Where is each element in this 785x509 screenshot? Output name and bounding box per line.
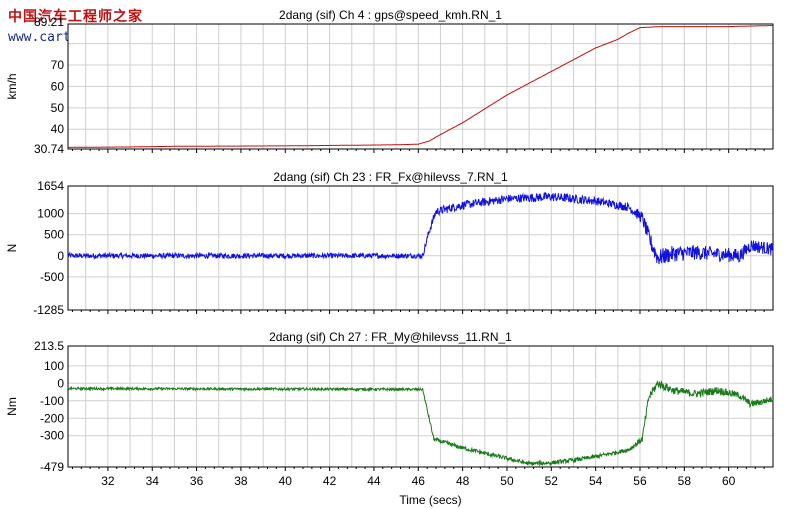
y-tick-label: -100 [40, 394, 64, 408]
y-tick-label: -200 [40, 411, 64, 425]
x-tick-label: 32 [101, 474, 115, 488]
x-tick-label: 46 [412, 474, 426, 488]
x-tick-label: 38 [234, 474, 248, 488]
y-tick-label: -500 [40, 270, 64, 284]
x-tick-label: 58 [678, 474, 692, 488]
y-tick-label: 500 [44, 228, 64, 242]
series-line-2 [67, 191, 774, 265]
y-tick-label: 1654 [37, 179, 64, 193]
chart-title-3: 2dang (sif) Ch 27 : FR_My@hilevss_11.RN_… [269, 330, 512, 344]
series-line-1 [68, 25, 773, 148]
x-tick-label: 52 [545, 474, 559, 488]
y-axis-label-2: N [5, 244, 19, 253]
y-tick-label: 1000 [37, 207, 64, 221]
x-tick-label: 40 [279, 474, 293, 488]
x-tick-label: 34 [146, 474, 160, 488]
plot-area-3 [68, 346, 773, 467]
chart-title-1: 2dang (sif) Ch 4 : gps@speed_kmh.RN_1 [279, 8, 502, 22]
y-tick-label: -300 [40, 429, 64, 443]
y-tick-label: 213.5 [34, 339, 64, 353]
series-line-3 [67, 380, 774, 468]
y-tick-label: -479 [40, 460, 64, 474]
y-tick-label: -1285 [33, 303, 64, 317]
y-tick-label: 0 [57, 249, 64, 263]
y-axis-label-1: km/h [5, 73, 19, 99]
y-tick-label: 60 [51, 79, 65, 93]
plot-frame-2 [67, 185, 774, 311]
x-tick-label: 42 [323, 474, 337, 488]
x-tick-label: 56 [633, 474, 647, 488]
x-tick-label: 44 [367, 474, 381, 488]
watermark-title: 中国汽车工程师之家 [8, 9, 143, 25]
x-tick-label: 54 [589, 474, 603, 488]
plot-area-2 [68, 186, 773, 310]
y-tick-label: 70 [51, 58, 65, 72]
x-tick-label: 36 [190, 474, 204, 488]
y-tick-label: 30.74 [34, 142, 64, 156]
y-max-label: 89.21 [34, 15, 64, 29]
chart-title-2: 2dang (sif) Ch 23 : FR_Fx@hilevss_7.RN_1 [273, 170, 508, 184]
x-tick-label: 60 [722, 474, 736, 488]
x-axis-label: Time (secs) [399, 493, 461, 507]
plot-frame-1 [67, 23, 774, 150]
x-tick-label: 50 [500, 474, 514, 488]
y-tick-label: 50 [51, 101, 65, 115]
y-tick-label: 40 [51, 122, 65, 136]
plot-frame-3 [67, 345, 774, 468]
x-tick-label: 48 [456, 474, 470, 488]
y-axis-label-3: Nm [5, 397, 19, 416]
y-tick-label: 0 [57, 376, 64, 390]
y-tick-label: 100 [44, 359, 64, 373]
